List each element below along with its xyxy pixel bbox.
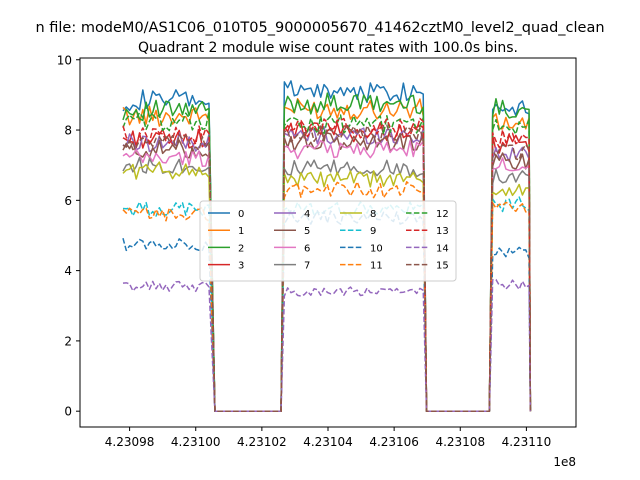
y-tick-label: 2 (64, 334, 72, 348)
legend-label-7: 7 (304, 261, 310, 272)
y-tick-label: 4 (64, 264, 72, 278)
legend-label-10: 10 (370, 243, 383, 254)
legend-label-6: 6 (304, 243, 310, 254)
legend-label-1: 1 (238, 226, 244, 237)
legend-label-14: 14 (436, 243, 449, 254)
y-axis: 0 2 4 6 8 10 (57, 53, 80, 419)
y-tick-label: 8 (64, 124, 72, 138)
legend-label-12: 12 (436, 209, 449, 220)
y-tick-label: 0 (64, 405, 72, 419)
series-line-7 (122, 156, 532, 412)
legend-label-8: 8 (370, 209, 376, 220)
legend-label-2: 2 (238, 243, 244, 254)
series-line-15 (122, 123, 532, 412)
x-tick-label: 4.23106 (369, 435, 419, 449)
legend-label-4: 4 (304, 209, 310, 220)
series-layer (122, 80, 532, 412)
x-tick-label: 4.23102 (237, 435, 287, 449)
x-axis: 4.23098 4.23100 4.23102 4.23104 4.23106 4.231… (105, 427, 551, 449)
y-tick-label: 6 (64, 194, 72, 208)
legend-label-3: 3 (238, 261, 244, 272)
x-tick-label: 4.23104 (303, 435, 353, 449)
legend-label-15: 15 (436, 261, 449, 272)
legend-label-13: 13 (436, 226, 449, 237)
legend-frame (199, 200, 457, 282)
legend-label-11: 11 (370, 261, 383, 272)
legend-label-5: 5 (304, 226, 310, 237)
series-line-14 (122, 278, 532, 412)
x-tick-label: 4.23110 (502, 435, 552, 449)
chart-title: Quadrant 2 module wise count rates with … (138, 40, 518, 56)
x-tick-label: 4.23108 (435, 435, 485, 449)
x-offset-label: 1e8 (553, 455, 576, 469)
chart-suptitle: n file: modeM0/AS1C06_010T05_9000005670_… (35, 20, 604, 36)
legend-label-0: 0 (238, 209, 244, 220)
x-tick-label: 4.23100 (171, 435, 221, 449)
legend-label-9: 9 (370, 226, 376, 237)
y-tick-label: 10 (57, 53, 72, 67)
series-line-12 (122, 110, 532, 412)
x-tick-label: 4.23098 (105, 435, 155, 449)
